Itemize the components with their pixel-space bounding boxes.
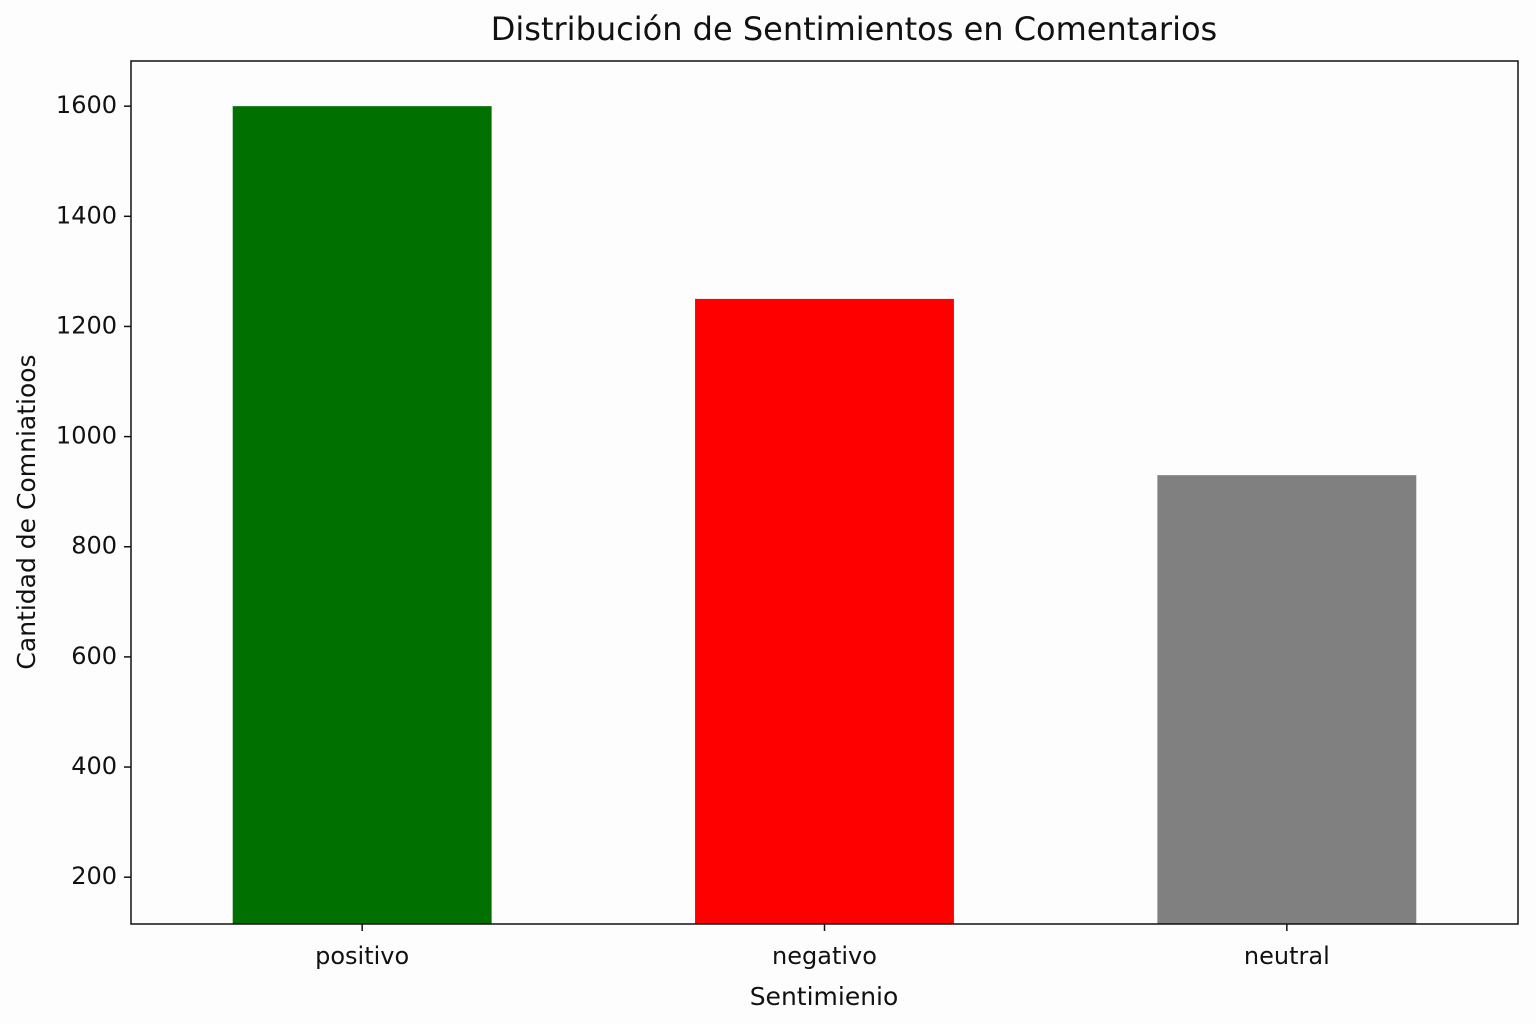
x-tick-label: negativo bbox=[772, 942, 877, 970]
plot-frame bbox=[130, 60, 1519, 925]
y-tick-label: 600 bbox=[71, 642, 117, 670]
bar bbox=[232, 106, 492, 925]
y-tick-label: 1600 bbox=[56, 91, 117, 119]
bar bbox=[695, 298, 954, 924]
y-tick-label: 1400 bbox=[56, 201, 117, 229]
chart-title: Distribución de Sentimientos en Comentar… bbox=[491, 10, 1217, 48]
x-tick-label: neutral bbox=[1244, 942, 1330, 970]
bar bbox=[1157, 475, 1417, 924]
y-tick-label: 400 bbox=[71, 752, 117, 780]
y-tick-label: 800 bbox=[71, 532, 117, 560]
x-tick-label: positivo bbox=[315, 942, 409, 970]
y-tick-label: 1200 bbox=[56, 311, 117, 339]
y-tick-label: 1000 bbox=[56, 422, 117, 450]
x-axis-label: Sentimienio bbox=[750, 982, 899, 1011]
y-axis-label: Cantidad de Comniatioos bbox=[12, 354, 41, 669]
y-tick-label: 200 bbox=[71, 862, 117, 890]
